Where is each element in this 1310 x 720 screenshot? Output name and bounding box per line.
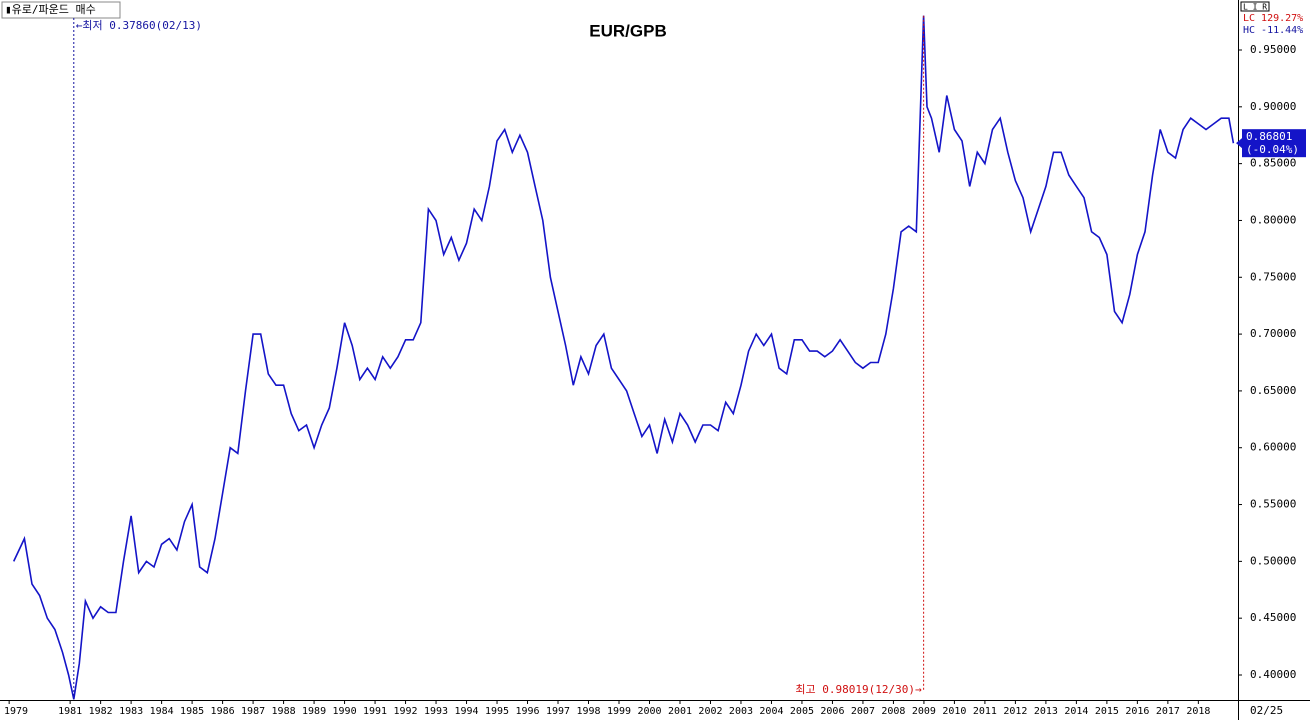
x-tick-label: 1986	[211, 706, 235, 717]
y-tick-label: 0.95000	[1250, 43, 1296, 56]
x-tick-label: 2007	[851, 706, 875, 717]
x-tick-label: 2005	[790, 706, 814, 717]
last-price-label: 0.86801	[1246, 130, 1292, 143]
end-date-label: 02/25	[1250, 704, 1283, 717]
x-tick-label: 2011	[973, 706, 997, 717]
y-tick-label: 0.50000	[1250, 554, 1296, 567]
instrument-label: ▮유로/파운드 매수	[5, 3, 96, 16]
instrument-box	[1, 1, 121, 19]
x-tick-label: 2008	[881, 706, 905, 717]
x-tick-label: 1992	[394, 706, 418, 717]
x-tick-label: 1979	[4, 706, 28, 717]
x-tick-label: 1994	[454, 706, 478, 717]
x-tick-label: 1982	[89, 706, 113, 717]
x-tick-label: 2016	[1125, 706, 1149, 717]
last-price-pointer	[1236, 138, 1242, 149]
x-tick-label: 1987	[241, 706, 265, 717]
x-tick-label: 2000	[637, 706, 661, 717]
x-tick-label: 1998	[576, 706, 600, 717]
y-tick-label: 0.70000	[1250, 327, 1296, 340]
x-tick-label: 2018	[1186, 706, 1210, 717]
y-tick-label: 0.55000	[1250, 498, 1296, 511]
last-price-box	[1242, 129, 1306, 158]
x-tick-label: 2013	[1034, 706, 1058, 717]
x-tick-label: 2001	[668, 706, 692, 717]
x-tick-label: 2015	[1095, 706, 1119, 717]
y-tick-label: 0.75000	[1250, 270, 1296, 283]
x-tick-label: 1996	[515, 706, 539, 717]
low-annotation: ←최저 0.37860(02/13)	[76, 19, 202, 32]
x-tick-label: 2014	[1064, 706, 1088, 717]
x-tick-label: 1991	[363, 706, 387, 717]
chart-title: EUR/GPB	[589, 21, 666, 40]
y-tick-label: 0.40000	[1250, 668, 1296, 681]
mode-label: L I R	[1243, 3, 1267, 12]
hc-label: HC -11.44%	[1243, 25, 1303, 36]
x-tick-label: 2010	[942, 706, 966, 717]
y-tick-label: 0.85000	[1250, 157, 1296, 170]
y-tick-label: 0.90000	[1250, 100, 1296, 113]
x-tick-label: 1989	[302, 706, 326, 717]
x-tick-label: 2017	[1156, 706, 1180, 717]
x-tick-label: 1981	[58, 706, 82, 717]
price-line	[12, 15, 1235, 700]
high-annotation: 최고 0.98019(12/30)→	[795, 683, 922, 696]
mode-box	[1240, 1, 1270, 12]
x-tick-label: 2004	[759, 706, 783, 717]
lc-label: LC 129.27%	[1243, 13, 1303, 24]
last-change-label: (-0.04%)	[1246, 143, 1299, 156]
x-tick-label: 2002	[698, 706, 722, 717]
x-tick-label: 2009	[912, 706, 936, 717]
x-tick-label: 1985	[180, 706, 204, 717]
x-tick-label: 1997	[546, 706, 570, 717]
x-tick-label: 2006	[820, 706, 844, 717]
y-tick-label: 0.60000	[1250, 441, 1296, 454]
x-tick-label: 1988	[272, 706, 296, 717]
y-tick-label: 0.45000	[1250, 611, 1296, 624]
y-tick-label: 0.80000	[1250, 213, 1296, 226]
x-tick-label: 1993	[424, 706, 448, 717]
x-tick-label: 2003	[729, 706, 753, 717]
y-tick-label: 0.65000	[1250, 384, 1296, 397]
x-tick-label: 1983	[119, 706, 143, 717]
x-tick-label: 1995	[485, 706, 509, 717]
x-tick-label: 1990	[333, 706, 357, 717]
x-tick-label: 1999	[607, 706, 631, 717]
x-tick-label: 1984	[150, 706, 174, 717]
x-tick-label: 2012	[1003, 706, 1027, 717]
